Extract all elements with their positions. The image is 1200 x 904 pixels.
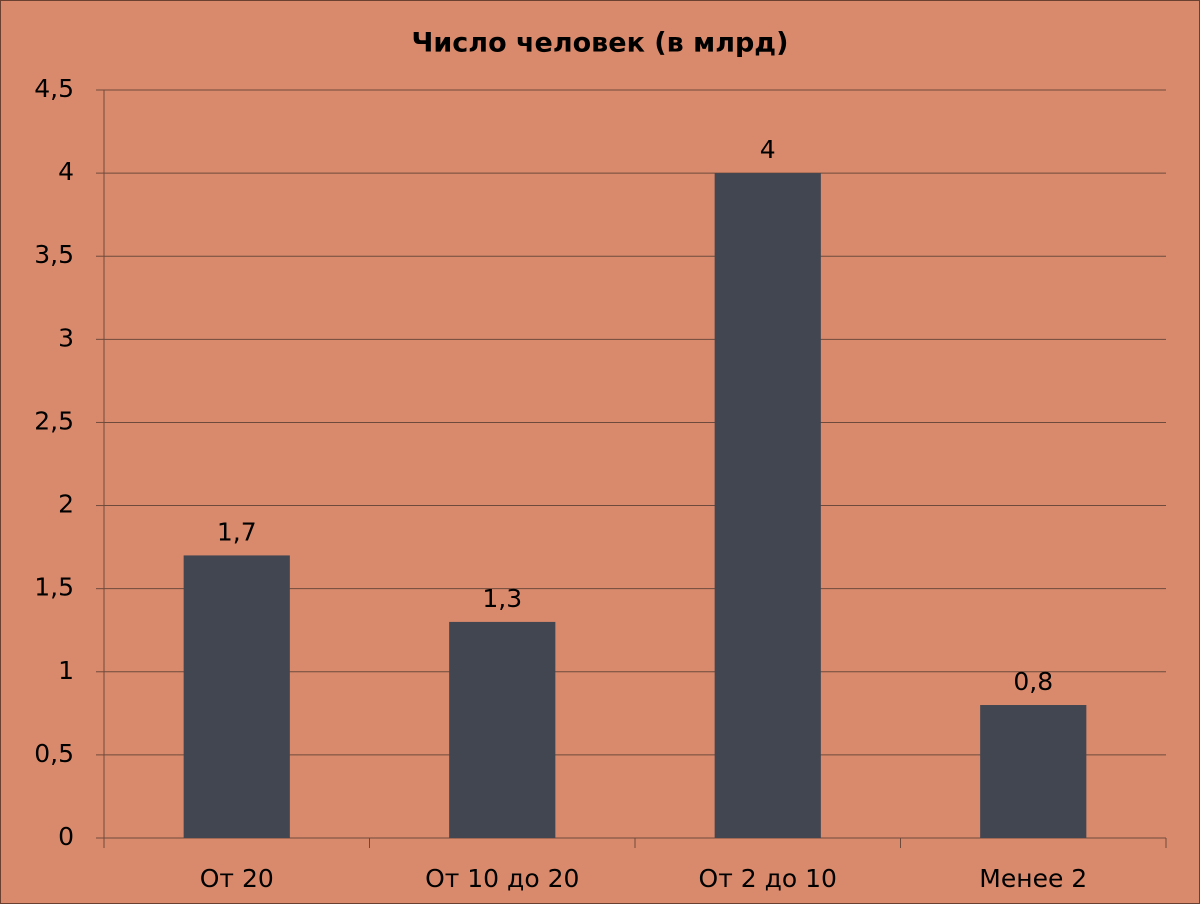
- y-tick-label: 1,5: [34, 573, 74, 602]
- x-tick-label: От 10 до 20: [425, 864, 579, 893]
- y-tick-label: 0,5: [34, 739, 74, 768]
- y-tick-label: 4,5: [34, 74, 74, 103]
- x-tick-label: От 20: [200, 864, 274, 893]
- y-tick-label: 3,5: [34, 240, 74, 269]
- value-label: 4: [760, 135, 776, 164]
- value-label: 1,3: [482, 584, 522, 613]
- value-label: 0,8: [1013, 667, 1053, 696]
- y-tick-label: 2: [58, 490, 74, 519]
- y-tick-label: 1: [58, 656, 74, 685]
- bar: [449, 621, 556, 838]
- value-label: 1,7: [217, 517, 257, 546]
- x-tick-label: От 2 до 10: [699, 864, 837, 893]
- y-tick-label: 3: [58, 323, 74, 352]
- y-tick-label: 4: [58, 157, 74, 186]
- bar: [980, 705, 1087, 838]
- chart-title: Число человек (в млрд): [412, 28, 789, 59]
- y-tick-label: 2,5: [34, 406, 74, 435]
- y-tick-label: 0: [58, 822, 74, 851]
- bar: [714, 173, 821, 839]
- x-tick-label: Менее 2: [979, 864, 1087, 893]
- bar: [183, 555, 290, 838]
